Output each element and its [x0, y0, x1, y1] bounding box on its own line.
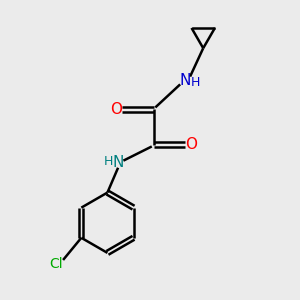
Text: H: H	[191, 76, 200, 89]
Text: O: O	[110, 102, 122, 117]
Text: N: N	[180, 73, 191, 88]
Text: Cl: Cl	[49, 256, 63, 271]
Text: N: N	[112, 155, 124, 170]
Text: H: H	[103, 155, 113, 168]
Text: O: O	[185, 137, 197, 152]
